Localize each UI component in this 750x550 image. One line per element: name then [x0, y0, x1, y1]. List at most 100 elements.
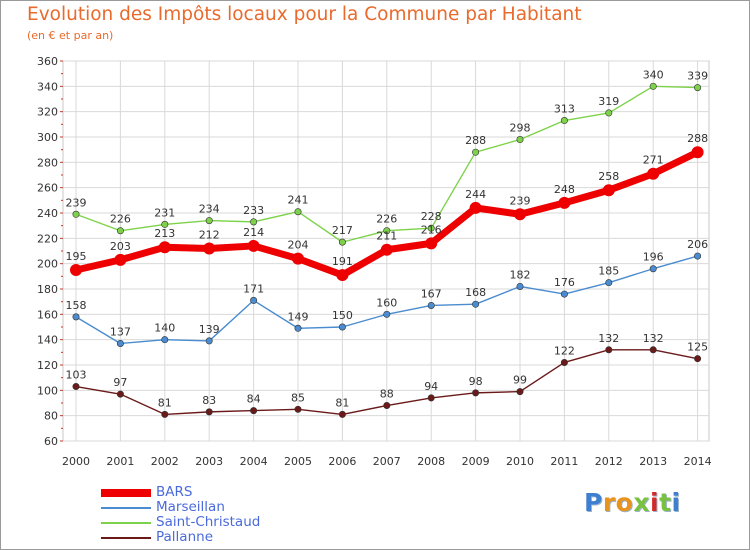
data-point: [694, 252, 702, 260]
legend-label-pallanne: Pallanne: [156, 529, 213, 545]
data-label: 226: [376, 213, 397, 226]
legend-swatch-pallanne: [101, 537, 151, 539]
data-point: [114, 253, 127, 266]
data-point: [469, 201, 482, 214]
y-tick-label: 140: [37, 334, 58, 347]
data-label: 84: [247, 393, 261, 406]
data-label: 149: [288, 310, 309, 323]
data-label: 339: [687, 70, 708, 83]
y-tick-label: 180: [37, 283, 58, 296]
data-label: 94: [424, 380, 438, 393]
x-tick-label: 2006: [328, 455, 356, 468]
data-label: 214: [243, 226, 264, 239]
data-label: 140: [154, 322, 175, 335]
data-point: [380, 243, 393, 256]
data-point: [383, 310, 391, 318]
data-point: [116, 339, 124, 347]
x-tick-label: 2013: [639, 455, 667, 468]
x-tick-label: 2001: [106, 455, 134, 468]
data-label: 234: [199, 203, 220, 216]
data-point: [649, 265, 657, 273]
data-point: [427, 301, 435, 309]
data-label: 150: [332, 309, 353, 322]
data-label: 258: [598, 170, 619, 183]
data-point: [116, 227, 124, 235]
logo-letter: P: [584, 488, 603, 517]
data-point: [427, 394, 435, 402]
data-label: 85: [291, 391, 305, 404]
proxiti-logo: Proxiti: [584, 488, 681, 517]
data-label: 171: [243, 282, 264, 295]
x-tick-label: 2009: [462, 455, 490, 468]
data-label: 98: [469, 375, 483, 388]
y-tick-label: 120: [37, 359, 58, 372]
legend-swatch-bars: [101, 489, 151, 497]
data-point: [338, 323, 346, 331]
data-label: 313: [554, 103, 575, 116]
data-point: [472, 389, 480, 397]
data-point: [516, 388, 524, 396]
data-label-layer: 103 97 81 83 84 85 81 88 94 98 99 122 132 132 125 158 13…: [66, 68, 709, 409]
data-point: [516, 136, 524, 144]
data-point: [72, 383, 80, 391]
data-label: 217: [332, 224, 353, 237]
data-label: 212: [199, 228, 220, 241]
data-label: 81: [158, 396, 172, 409]
y-tick-label: 200: [37, 258, 58, 271]
data-label: 319: [598, 95, 619, 108]
data-point: [691, 146, 704, 159]
data-label: 239: [66, 196, 87, 209]
data-label: 203: [110, 240, 131, 253]
data-point: [203, 242, 216, 255]
data-point: [694, 355, 702, 363]
data-label: 81: [335, 396, 349, 409]
x-tick-label: 2003: [195, 455, 223, 468]
y-tick-label: 80: [44, 410, 58, 423]
data-label: 88: [380, 388, 394, 401]
legend-swatch-marseillan: [101, 507, 151, 509]
data-label: 288: [687, 132, 708, 145]
data-point: [516, 282, 524, 290]
data-label: 103: [66, 369, 87, 382]
data-point: [649, 346, 657, 354]
data-label: 160: [376, 296, 397, 309]
data-label: 231: [154, 206, 175, 219]
data-label: 132: [598, 332, 619, 345]
data-label: 226: [110, 213, 131, 226]
data-label: 244: [465, 188, 486, 201]
data-point: [472, 300, 480, 308]
data-point: [72, 210, 80, 218]
data-label: 340: [643, 68, 664, 81]
data-point: [383, 402, 391, 410]
data-point: [427, 224, 435, 232]
data-point: [161, 336, 169, 344]
data-label: 182: [510, 268, 531, 281]
y-tick-label: 320: [37, 106, 58, 119]
data-label: 158: [66, 299, 87, 312]
x-tick-label: 2010: [506, 455, 534, 468]
data-point: [560, 358, 568, 366]
data-point: [294, 324, 302, 332]
data-label: 191: [332, 255, 353, 268]
data-label: 239: [510, 194, 531, 207]
y-tick-label: 100: [37, 384, 58, 397]
data-point: [205, 217, 213, 225]
data-point: [605, 346, 613, 354]
data-point: [647, 167, 660, 180]
data-label: 132: [643, 332, 664, 345]
data-label: 125: [687, 341, 708, 354]
data-point: [472, 148, 480, 156]
logo-letter: i: [650, 488, 660, 517]
data-point: [338, 410, 346, 418]
data-label: 271: [643, 154, 664, 167]
data-label: 99: [513, 374, 527, 387]
y-tick-label: 260: [37, 182, 58, 195]
data-point: [205, 408, 213, 416]
data-point: [294, 405, 302, 413]
y-tick-label: 360: [37, 55, 58, 68]
data-point: [560, 290, 568, 298]
data-point: [649, 82, 657, 90]
legend-label-marseillan: Marseillan: [156, 499, 225, 515]
